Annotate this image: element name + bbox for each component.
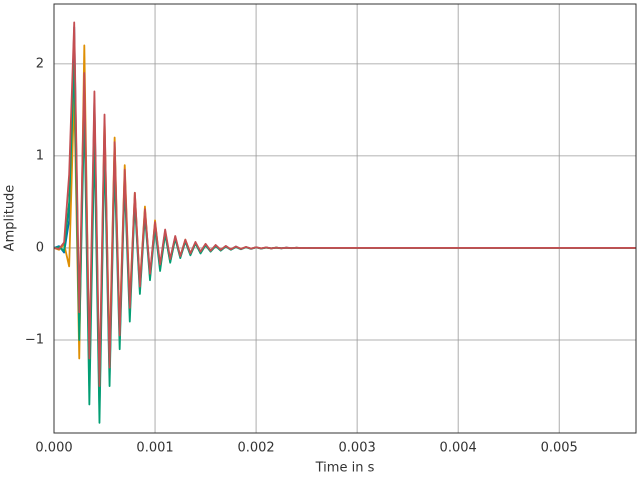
y-tick-label: 0 [36,240,44,255]
x-tick-label: 0.003 [339,441,376,456]
x-axis-label: Time in s [315,461,375,476]
x-tick-label: 0.001 [136,441,173,456]
series-line [53,26,636,410]
axes-frame [53,3,637,434]
y-axis-label: Amplitude [3,185,18,252]
y-tick-label: 2 [36,56,44,71]
series-line [53,21,636,387]
y-tick-label: −1 [25,333,44,348]
x-tick-label: 0.004 [440,441,477,456]
x-tick-label: 0.005 [541,441,578,456]
x-tick-label: 0.002 [237,441,274,456]
series-line [53,44,636,397]
series-line [53,62,636,424]
x-tick-label: 0.000 [35,441,72,456]
plot-area [53,4,636,433]
y-tick-label: 1 [36,148,44,163]
